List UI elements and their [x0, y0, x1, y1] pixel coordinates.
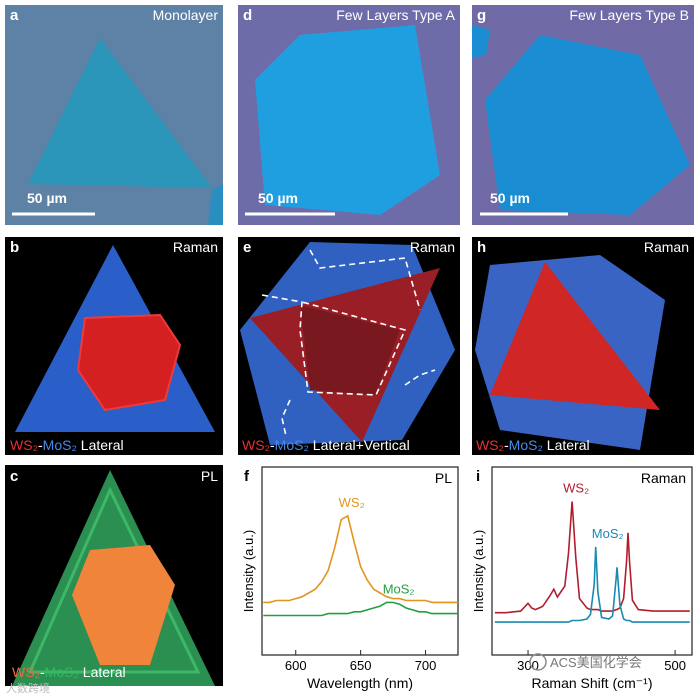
- watermark: ACS美国化学会: [529, 653, 642, 671]
- x-tick-label: 650: [350, 658, 372, 673]
- caption-part: Lateral: [79, 664, 126, 680]
- series-label: MoS₂: [383, 581, 415, 596]
- panel-b: b Raman WS₂-MoS₂ Lateral: [5, 237, 223, 455]
- x-axis-label: Raman Shift (cm⁻¹): [532, 675, 653, 691]
- caption-part: WS₂: [242, 437, 270, 453]
- spectrum-line: [494, 501, 690, 614]
- panel-title: PL: [201, 468, 218, 484]
- caption-part: -: [270, 437, 275, 453]
- boundary: [309, 249, 421, 311]
- panel-e: e Raman WS₂-MoS₂ Lateral+Vertical: [238, 237, 460, 455]
- y-axis-label: Intensity (a.u.): [471, 530, 486, 612]
- panel-title: Raman: [173, 239, 218, 255]
- caption-part: -: [504, 437, 509, 453]
- plot-frame: [261, 466, 459, 656]
- flake: [255, 25, 440, 215]
- panel-g: g Few Layers Type B 50 µm: [472, 5, 694, 225]
- caption-part: -: [40, 664, 45, 680]
- panel-label: g: [477, 7, 486, 24]
- caption-part: Lateral: [77, 437, 124, 453]
- panel-title: Raman: [644, 239, 689, 255]
- panel-label: a: [10, 7, 19, 24]
- watermark-icon: [529, 653, 547, 671]
- caption: WS₂-MoS₂ Lateral: [476, 437, 590, 453]
- boundary: [261, 294, 407, 396]
- caption: WS₂-MoS₂ Lateral: [10, 437, 124, 453]
- flake: [472, 25, 490, 58]
- caption-part: Lateral: [543, 437, 590, 453]
- x-tick-label: 300: [517, 658, 539, 673]
- panel-a: a Monolayer 50 µm: [5, 5, 223, 225]
- caption-part: MoS₂: [43, 437, 77, 453]
- boundary: [281, 399, 291, 437]
- caption-part: MoS₂: [509, 437, 543, 453]
- y-axis-label: Intensity (a.u.): [241, 530, 256, 612]
- series-label: WS₂: [563, 480, 589, 495]
- panel-title: Few Layers Type B: [569, 7, 689, 23]
- caption: WS₂-MoS₂ Lateral+Vertical: [242, 437, 410, 453]
- caption-part: Lateral+Vertical: [309, 437, 410, 453]
- ws2-region: [300, 305, 400, 395]
- plot-frame: [491, 466, 693, 656]
- spectrum-line: [263, 514, 458, 604]
- corner-label: PL: [435, 470, 452, 486]
- flake: [485, 35, 690, 215]
- panel-d: d Few Layers Type A 50 µm: [238, 5, 460, 225]
- x-tick-label: 500: [664, 658, 686, 673]
- panel-title: Monolayer: [153, 7, 219, 23]
- caption-part: WS₂: [10, 437, 38, 453]
- series-label: WS₂: [339, 495, 365, 510]
- spectrum-line: [263, 601, 458, 617]
- scale-bar-label: 50 µm: [27, 190, 67, 206]
- caption-part: WS₂: [12, 664, 40, 680]
- panel-label: i: [476, 468, 480, 485]
- panel-label: h: [477, 239, 486, 256]
- panel-c: c PL WS₂-MoS₂ Lateral 人数跨境: [5, 465, 223, 695]
- panel-h: h Raman WS₂-MoS₂ Lateral: [472, 237, 694, 455]
- flake: [28, 38, 212, 188]
- panel-title: Few Layers Type A: [336, 7, 455, 23]
- watermark-text: ACS美国化学会: [550, 655, 642, 670]
- ws2-region: [76, 313, 182, 412]
- caption-part: MoS₂: [275, 437, 309, 453]
- corner-label: Raman: [641, 470, 686, 486]
- spectrum-line: [494, 546, 690, 623]
- panel-label: c: [10, 468, 18, 485]
- ws2-region: [72, 545, 175, 665]
- caption: WS₂-MoS₂ Lateral: [12, 664, 126, 680]
- scale-bar-label: 50 µm: [258, 190, 298, 206]
- caption-part: MoS₂: [45, 664, 79, 680]
- panel-title: Raman: [410, 239, 455, 255]
- x-axis-label: Wavelength (nm): [307, 675, 413, 691]
- panel-label: b: [10, 239, 19, 256]
- panel-label: d: [243, 7, 252, 24]
- panel-label: f: [244, 468, 250, 485]
- scale-bar-label: 50 µm: [490, 190, 530, 206]
- x-tick-label: 700: [415, 658, 437, 673]
- caption-part: -: [38, 437, 43, 453]
- caption-part: WS₂: [476, 437, 504, 453]
- series-label: MoS₂: [592, 526, 624, 541]
- flake: [208, 184, 223, 225]
- x-tick-label: 600: [285, 658, 307, 673]
- corner-mark: 人数跨境: [6, 681, 50, 695]
- panel-label: e: [243, 239, 251, 256]
- ws2-region: [490, 262, 660, 410]
